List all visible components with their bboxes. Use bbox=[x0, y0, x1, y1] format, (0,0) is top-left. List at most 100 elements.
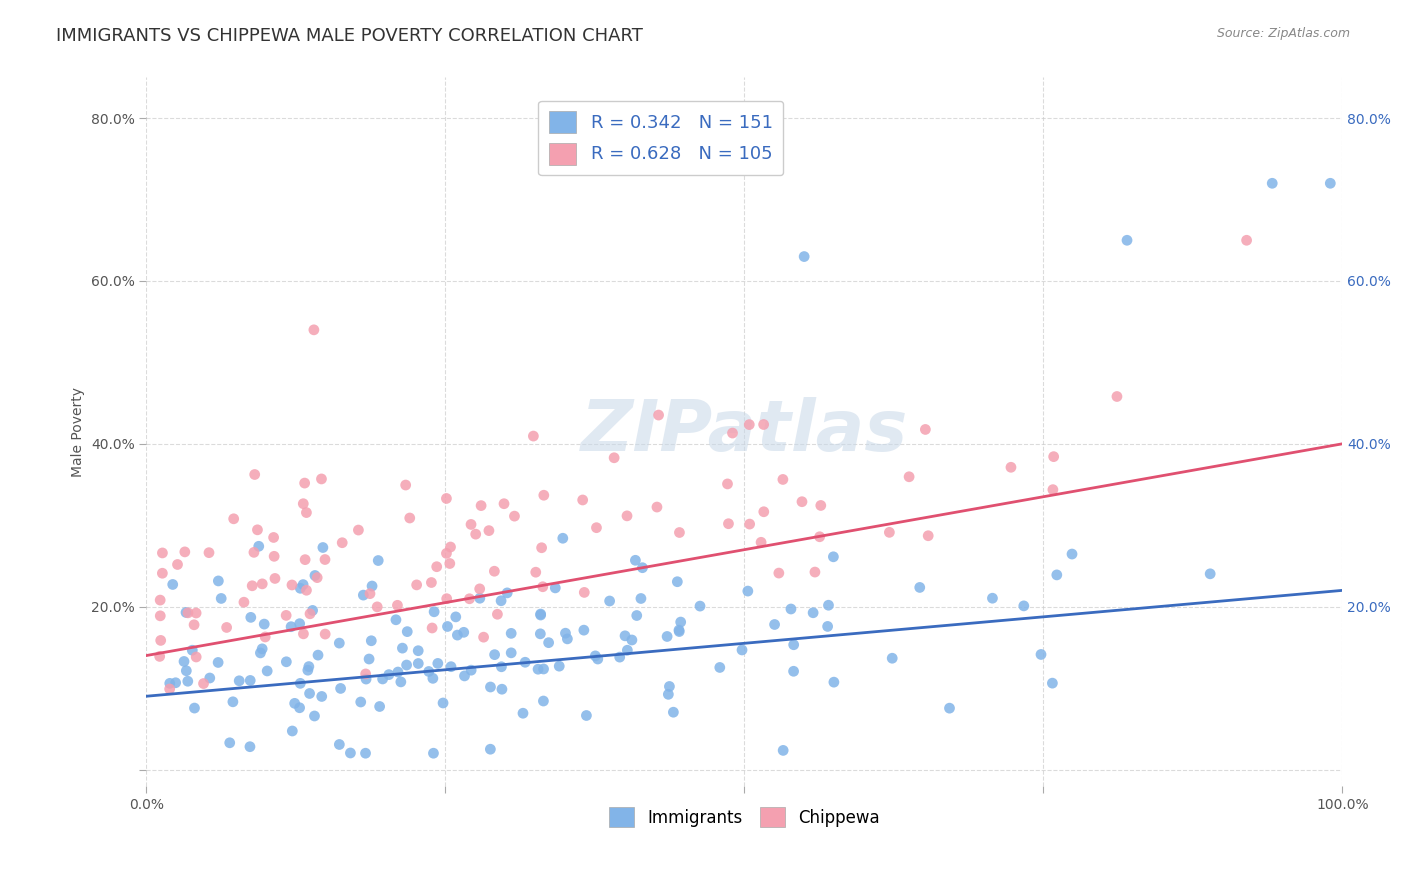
Point bbox=[586, 652, 609, 666]
Point bbox=[420, 575, 443, 590]
Point bbox=[1261, 176, 1284, 190]
Point bbox=[657, 687, 679, 701]
Point bbox=[537, 635, 560, 649]
Point bbox=[252, 577, 274, 591]
Point bbox=[387, 665, 409, 679]
Point bbox=[468, 591, 491, 606]
Point bbox=[620, 632, 643, 647]
Point bbox=[574, 585, 596, 599]
Point bbox=[288, 616, 311, 631]
Point bbox=[222, 512, 245, 526]
Point bbox=[658, 680, 681, 694]
Point bbox=[186, 650, 208, 665]
Point bbox=[737, 584, 759, 599]
Point bbox=[503, 509, 526, 524]
Point bbox=[330, 535, 353, 549]
Point bbox=[361, 579, 384, 593]
Point bbox=[1012, 599, 1035, 613]
Point bbox=[159, 681, 181, 696]
Point bbox=[533, 662, 555, 676]
Point bbox=[198, 671, 221, 685]
Point bbox=[174, 606, 197, 620]
Point bbox=[1105, 390, 1128, 404]
Point bbox=[772, 472, 794, 486]
Point bbox=[422, 671, 444, 685]
Point bbox=[240, 579, 263, 593]
Point bbox=[304, 568, 326, 582]
Point bbox=[801, 606, 824, 620]
Point bbox=[422, 746, 444, 760]
Point bbox=[276, 655, 298, 669]
Point bbox=[311, 690, 333, 704]
Point bbox=[198, 546, 221, 560]
Point bbox=[738, 517, 761, 532]
Point bbox=[297, 663, 319, 677]
Point bbox=[298, 607, 321, 621]
Point bbox=[312, 541, 335, 555]
Point bbox=[218, 736, 240, 750]
Point bbox=[347, 523, 370, 537]
Point bbox=[616, 508, 638, 523]
Point bbox=[1040, 676, 1063, 690]
Point bbox=[276, 608, 298, 623]
Point bbox=[501, 626, 523, 640]
Point bbox=[239, 673, 262, 688]
Point bbox=[183, 617, 205, 632]
Point bbox=[624, 553, 647, 567]
Point bbox=[616, 643, 638, 657]
Point bbox=[254, 630, 277, 644]
Point bbox=[533, 694, 555, 708]
Point bbox=[149, 593, 172, 607]
Point bbox=[544, 581, 567, 595]
Point bbox=[668, 624, 690, 639]
Point bbox=[281, 724, 304, 739]
Point bbox=[166, 558, 188, 572]
Point bbox=[1060, 547, 1083, 561]
Point bbox=[484, 564, 506, 578]
Point bbox=[501, 646, 523, 660]
Point bbox=[243, 467, 266, 482]
Y-axis label: Male Poverty: Male Poverty bbox=[72, 386, 86, 476]
Point bbox=[531, 580, 554, 594]
Point bbox=[298, 686, 321, 700]
Point bbox=[328, 636, 350, 650]
Point bbox=[215, 620, 238, 634]
Point bbox=[609, 650, 631, 665]
Point bbox=[583, 648, 606, 663]
Point bbox=[281, 578, 304, 592]
Point bbox=[298, 659, 321, 673]
Point bbox=[496, 586, 519, 600]
Point bbox=[763, 617, 786, 632]
Point bbox=[395, 658, 418, 673]
Point bbox=[290, 676, 312, 690]
Point bbox=[162, 577, 184, 591]
Point bbox=[460, 663, 482, 677]
Point bbox=[768, 566, 790, 580]
Point bbox=[256, 664, 278, 678]
Point bbox=[292, 627, 315, 641]
Point bbox=[484, 648, 506, 662]
Point bbox=[464, 527, 486, 541]
Point bbox=[810, 499, 832, 513]
Point bbox=[444, 610, 467, 624]
Point bbox=[181, 643, 204, 657]
Point bbox=[354, 672, 377, 686]
Point bbox=[527, 662, 550, 676]
Point bbox=[354, 667, 377, 681]
Point bbox=[294, 552, 316, 566]
Point bbox=[295, 583, 318, 598]
Point bbox=[938, 701, 960, 715]
Point bbox=[470, 499, 492, 513]
Point bbox=[387, 599, 409, 613]
Point bbox=[193, 676, 215, 690]
Point bbox=[631, 560, 654, 574]
Point bbox=[222, 695, 245, 709]
Point bbox=[780, 602, 803, 616]
Point bbox=[478, 524, 501, 538]
Point bbox=[460, 517, 482, 532]
Point bbox=[304, 709, 326, 723]
Point bbox=[572, 623, 595, 637]
Point bbox=[557, 632, 579, 646]
Text: ZIPatlas: ZIPatlas bbox=[581, 397, 908, 467]
Point bbox=[436, 491, 458, 506]
